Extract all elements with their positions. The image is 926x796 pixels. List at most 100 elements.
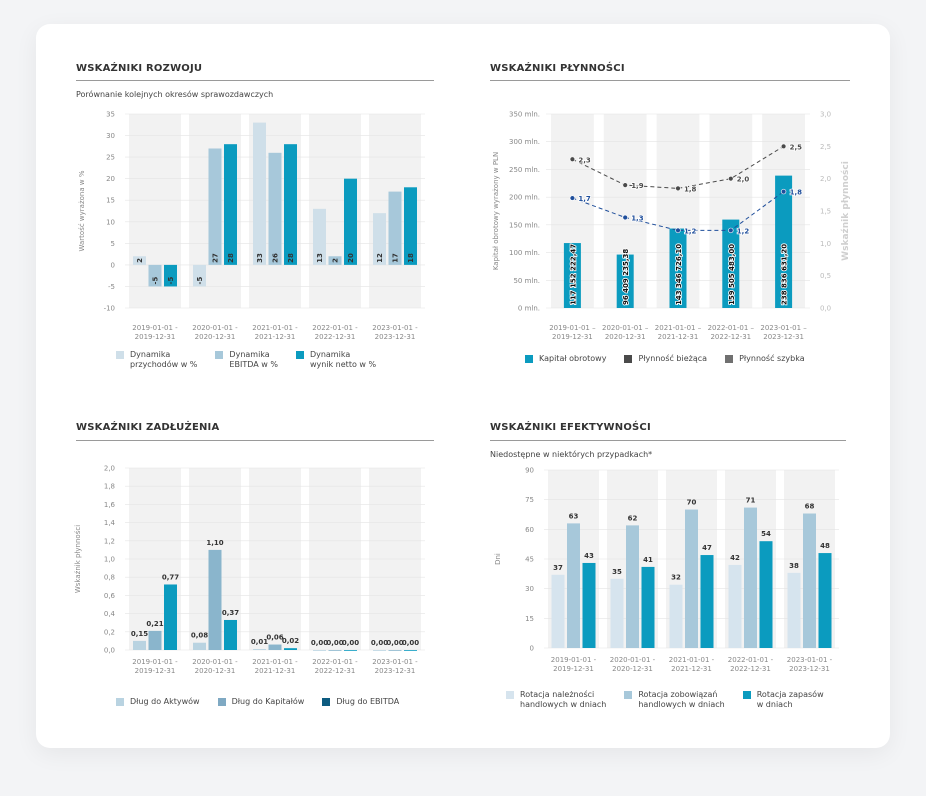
bar[interactable]: [610, 578, 624, 648]
bar[interactable]: [253, 649, 266, 650]
y-tick-label: 35: [106, 111, 115, 119]
line-point[interactable]: [569, 195, 576, 201]
bar[interactable]: [616, 254, 634, 308]
data-label: 32: [671, 574, 681, 582]
legend-label: Dynamika wynik netto w %: [309, 350, 377, 369]
bar[interactable]: [224, 619, 237, 650]
line-point[interactable]: [728, 227, 734, 234]
bar[interactable]: [551, 574, 565, 648]
bar[interactable]: [133, 640, 146, 650]
bar[interactable]: [759, 541, 773, 648]
bar[interactable]: [728, 564, 742, 648]
legend-item[interactable]: Dług do Aktywów: [116, 697, 200, 707]
line-point[interactable]: [780, 143, 787, 150]
legend-item[interactable]: Dług do EBITDA: [322, 697, 399, 707]
y-tick-label: 150 mln.: [509, 221, 540, 229]
bar[interactable]: [722, 219, 740, 308]
legend-item[interactable]: Płynność bieżąca: [624, 354, 707, 364]
legend-item[interactable]: Rotacja należności handlowych w dniach: [506, 690, 606, 709]
bar[interactable]: [313, 650, 326, 651]
legend-item[interactable]: Dług do Kapitałów: [217, 697, 305, 707]
bar[interactable]: [164, 264, 177, 287]
legend-item[interactable]: Rotacja zobowiązań handlowych w dniach: [624, 690, 725, 709]
data-label: 20: [347, 253, 355, 263]
bar[interactable]: [284, 144, 297, 265]
bar[interactable]: [803, 513, 816, 648]
x-tick-label: 2020-12-31: [195, 333, 236, 341]
bar[interactable]: [685, 509, 698, 648]
bar[interactable]: [313, 208, 326, 265]
data-label: -5: [152, 277, 160, 285]
y-tick-label: 2,0: [104, 465, 115, 473]
bar[interactable]: [344, 650, 357, 651]
line-point[interactable]: [675, 227, 681, 234]
bar[interactable]: [208, 549, 222, 650]
line-point[interactable]: [780, 188, 787, 195]
bar[interactable]: [775, 175, 793, 308]
bar[interactable]: [344, 178, 357, 265]
bar[interactable]: [669, 228, 687, 308]
data-label: 28: [227, 253, 235, 263]
legend-swatch: [215, 351, 224, 359]
bar[interactable]: [567, 523, 580, 648]
data-label: 63: [569, 512, 579, 520]
bar[interactable]: [563, 243, 581, 308]
bar[interactable]: [404, 187, 417, 265]
bar[interactable]: [818, 553, 832, 648]
y-tick-label: 0,8: [104, 574, 115, 582]
bar[interactable]: [388, 191, 402, 265]
data-label: 35: [612, 568, 622, 576]
bar[interactable]: [373, 650, 386, 651]
bar[interactable]: [582, 562, 596, 648]
y-tick-label: 45: [525, 556, 534, 564]
bar[interactable]: [388, 650, 402, 651]
data-label: 38: [789, 562, 799, 570]
bar[interactable]: [328, 650, 342, 651]
bar[interactable]: [404, 650, 417, 651]
bar[interactable]: [641, 566, 655, 648]
line-point[interactable]: [728, 175, 734, 182]
bar[interactable]: [700, 555, 714, 648]
legend-item[interactable]: Rotacja zapasów w dniach: [742, 690, 824, 709]
y2-tick-label: 2,0: [820, 175, 831, 183]
line-point[interactable]: [622, 214, 628, 221]
legend-item[interactable]: Dynamika wynik netto w %: [295, 350, 377, 369]
legend-item[interactable]: Dynamika przychodów w %: [116, 350, 197, 369]
data-label: 2: [136, 258, 144, 263]
series-line: [572, 191, 784, 231]
bar[interactable]: [193, 642, 206, 650]
bar[interactable]: [208, 148, 222, 265]
bar[interactable]: [268, 152, 282, 265]
data-label: 62: [628, 514, 638, 522]
bar[interactable]: [193, 264, 206, 287]
bar[interactable]: [148, 264, 162, 287]
bar[interactable]: [133, 256, 146, 265]
bar[interactable]: [284, 648, 297, 650]
bar[interactable]: [253, 122, 266, 265]
line-point[interactable]: [569, 156, 576, 162]
x-tick-label: 2023-12-31: [763, 333, 804, 341]
bar[interactable]: [787, 572, 801, 648]
bar[interactable]: [744, 507, 757, 648]
bar[interactable]: [328, 256, 342, 265]
bar[interactable]: [164, 584, 177, 650]
y-tick-label: 300 mln.: [509, 138, 540, 146]
bar[interactable]: [268, 644, 282, 650]
bar[interactable]: [669, 584, 683, 648]
x-tick-label: 2019-01-01 -: [132, 324, 178, 332]
bar[interactable]: [148, 630, 162, 650]
bar[interactable]: [373, 213, 386, 265]
x-tick-label: 2021-01-01 –: [655, 324, 702, 332]
legend-label: Dług do Kapitałów: [231, 697, 305, 706]
data-label: 37: [553, 564, 563, 572]
data-label: 18: [407, 253, 415, 263]
line-point[interactable]: [622, 182, 628, 188]
data-label: 27: [212, 253, 220, 263]
line-label: 1,8: [790, 189, 803, 197]
legend-item[interactable]: Dynamika EBITDA w %: [215, 350, 278, 369]
line-point[interactable]: [675, 185, 681, 192]
legend-item[interactable]: Płynność szybka: [725, 354, 805, 364]
bar[interactable]: [626, 525, 639, 648]
legend-item[interactable]: Kapitał obrotowy: [525, 354, 606, 364]
bar[interactable]: [224, 144, 237, 265]
